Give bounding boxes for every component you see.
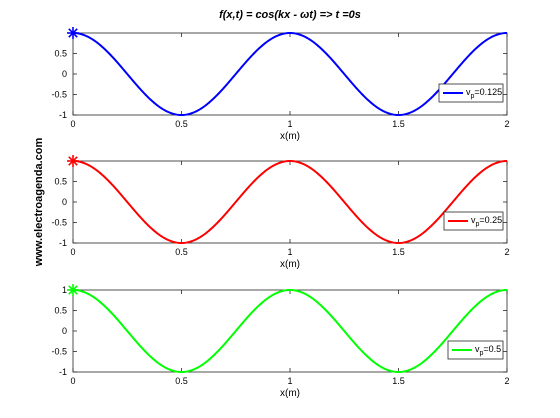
legend-value: =0.25: [479, 215, 502, 225]
legend-subscript: p: [471, 93, 475, 100]
legend-label: vp=0.25: [471, 215, 502, 228]
x-tick-label: 2: [504, 119, 509, 129]
x-tick-label: 1: [287, 119, 292, 129]
legend-label: vp=0.125: [466, 87, 502, 100]
legend-box: [447, 340, 504, 360]
y-tick-label: 0: [62, 197, 67, 207]
x-tick-label: 0.5: [175, 119, 188, 129]
x-tick-label: 2: [504, 376, 509, 386]
legend-box: [443, 211, 504, 231]
series-line: [72, 31, 508, 117]
legend: vp=0.5: [447, 340, 504, 360]
y-tick-label: 0: [62, 69, 67, 79]
watermark-text: www.electroagenda.com: [33, 137, 45, 267]
series-line: [72, 159, 508, 245]
subplot-bottom: 0 0.5 1 1.5 2 -1 -0.5 0 0.5 1 x(m) vp=0.5: [51, 284, 510, 399]
x-tick-label: 0: [70, 376, 75, 386]
axes-frame: [72, 160, 508, 244]
x-tick-label: 1.5: [392, 247, 405, 257]
subplot-middle: 0 0.5 1 1.5 2 -1 -0.5 0 0.5 x(m) vp=0.25: [51, 155, 510, 270]
figure-title: f(x,t) = cos(kx - ωt) => t =0s: [219, 9, 361, 21]
x-tick-label: 1.5: [392, 376, 405, 386]
legend: vp=0.25: [443, 211, 504, 231]
x-tick-label: 1.5: [392, 119, 405, 129]
subplot-top: 0 0.5 1 1.5 2 -1 -0.5 0 0.5 x(m) vp=0.125: [51, 27, 510, 142]
legend-symbol: v: [475, 344, 480, 354]
y-tick-label: 0.5: [54, 177, 67, 187]
legend-box: [438, 83, 504, 103]
y-tick-label: 0: [62, 326, 67, 336]
series-line: [72, 288, 508, 374]
y-tick-label: -1: [59, 238, 67, 248]
point-marker: [67, 155, 79, 167]
point-marker: [67, 284, 79, 296]
legend-subscript: p: [476, 221, 480, 228]
x-tick-label: 0: [70, 119, 75, 129]
x-tick-label: 1: [287, 247, 292, 257]
legend-symbol: v: [466, 87, 471, 97]
legend-label: vp=0.5: [475, 344, 501, 357]
axes-frame: [72, 289, 508, 373]
legend: vp=0.125: [438, 83, 504, 103]
x-tick-label: 1: [287, 376, 292, 386]
legend-symbol: v: [471, 215, 476, 225]
legend-value: =0.125: [474, 87, 502, 97]
y-tick-label: -1: [59, 110, 67, 120]
x-axis-label: x(m): [280, 131, 300, 142]
x-tick-label: 0.5: [175, 376, 188, 386]
point-marker: [67, 27, 79, 39]
y-tick-label: 0.5: [54, 306, 67, 316]
x-tick-label: 0.5: [175, 247, 188, 257]
axes-frame: [72, 32, 508, 116]
x-tick-label: 0: [70, 247, 75, 257]
y-tick-label: -0.5: [51, 90, 67, 100]
y-tick-label: 1: [62, 285, 67, 295]
x-axis-label: x(m): [280, 259, 300, 270]
legend-value: =0.5: [483, 344, 501, 354]
y-tick-label: 0.5: [54, 49, 67, 59]
y-tick-label: -0.5: [51, 347, 67, 357]
x-tick-label: 2: [504, 247, 509, 257]
y-tick-label: -0.5: [51, 218, 67, 228]
x-axis-label: x(m): [280, 388, 300, 399]
legend-subscript: p: [480, 350, 484, 357]
y-tick-label: -1: [59, 367, 67, 377]
